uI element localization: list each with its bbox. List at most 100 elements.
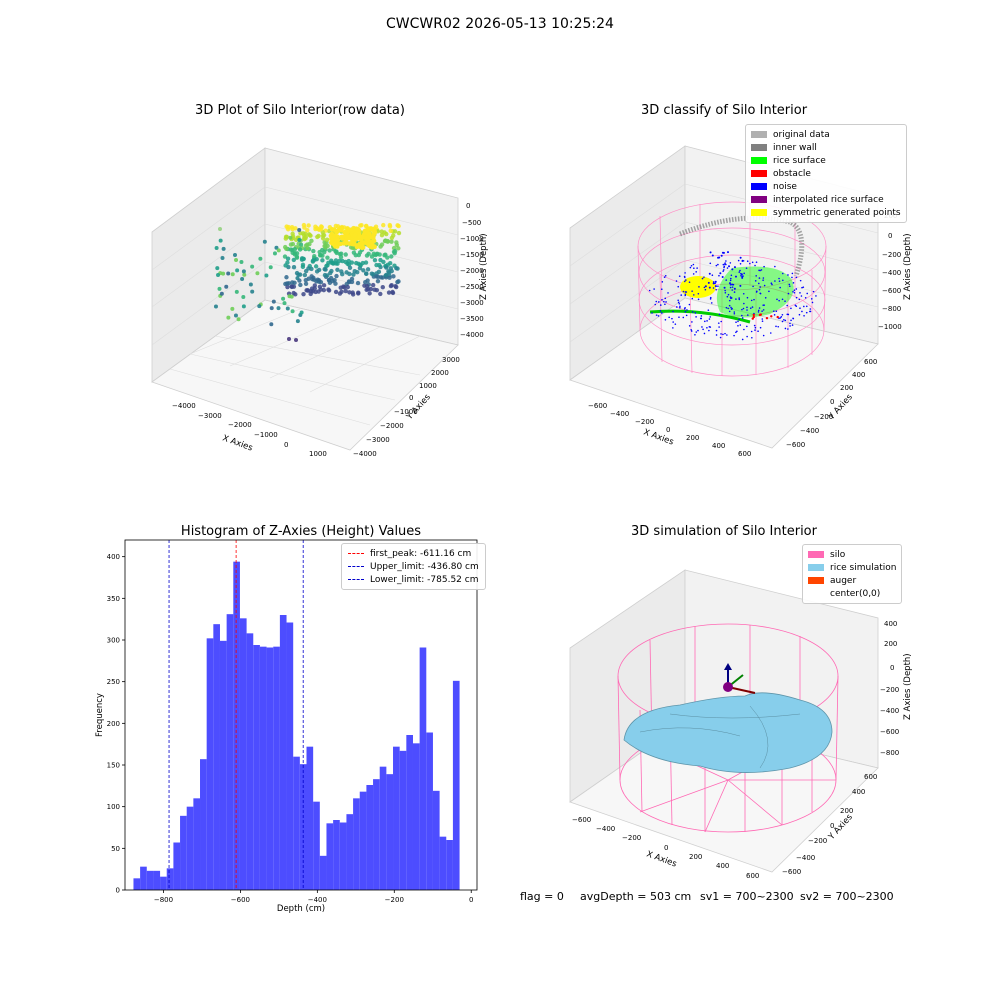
raw-point [303,277,309,283]
raw-point [308,233,313,238]
noise-point [784,327,787,330]
noise-point [810,298,813,300]
noise-point [743,272,745,275]
histogram-bar [259,646,267,890]
noise-point [737,259,740,262]
noise-point [722,270,724,272]
raw-point [391,274,396,279]
histogram-bar [239,618,247,890]
legend-swatch [751,183,767,190]
noise-point [677,285,680,288]
legend-item: auger [808,574,896,587]
raw-point [333,223,339,229]
noise-point [794,304,797,307]
raw-x-tick: 0 [284,441,288,449]
noise-point [735,298,737,300]
raw-point [309,238,314,244]
raw-point [295,276,300,281]
raw-point [346,234,351,239]
legend-swatch [808,551,824,558]
noise-point [683,276,686,278]
simulation-y-ticks: −600 −400 −200 0 200 400 600 [782,773,877,876]
noise-point [784,300,786,302]
noise-point [724,291,727,294]
raw-point [281,296,286,301]
raw-point [290,241,296,247]
noise-point [727,307,729,310]
noise-point [754,264,756,267]
histogram-x-tick-label: −400 [308,896,327,904]
noise-point [791,276,793,279]
noise-point [787,274,789,276]
raw-point [338,254,344,260]
raw-z-ticks: 0 −500 −1000 −1500 −2000 −2500 −3000 −35… [460,202,484,339]
noise-point [770,282,773,285]
noise-point [653,288,655,290]
classify-symmetric-points [680,276,716,298]
noise-point [708,318,711,320]
raw-point [235,268,240,273]
noise-point [773,314,776,316]
noise-point [786,304,788,307]
histogram-bar [293,756,300,890]
raw-point [392,248,398,254]
noise-point [793,291,796,294]
raw-point [337,227,343,232]
raw-point [326,277,332,283]
raw-point [382,253,387,258]
noise-point [712,282,715,285]
raw-point [304,288,309,293]
raw-point [339,289,344,294]
raw-point [356,252,362,258]
noise-point [787,313,790,316]
noise-point [697,298,700,301]
simulation-z-ticks: 400 200 0 −200 −400 −600 −800 [880,620,899,757]
histogram-bar [266,647,274,890]
raw-point [345,261,350,266]
noise-point [729,262,732,264]
raw-point [368,286,374,292]
raw-point [352,232,358,238]
simulation-z-tick: 400 [884,620,897,628]
raw-x-tick: 1000 [309,450,327,458]
raw-point [325,263,330,268]
panel-simulation-3d-plot: −600 −400 −200 0 200 400 600 −600 −400 −… [569,569,913,880]
histogram-x-label: Depth (cm) [277,904,325,914]
raw-point [311,248,316,254]
noise-point [694,312,697,314]
noise-point [762,277,765,279]
histogram-bar [426,732,433,890]
raw-point [334,237,340,243]
raw-point [262,239,267,244]
raw-point [282,254,288,259]
classify-z-tick: −1000 [878,323,902,331]
noise-point [690,264,693,267]
histogram-bar [146,870,154,890]
noise-point [688,303,691,306]
noise-point [784,319,787,322]
raw-point [301,222,307,228]
raw-point [361,268,366,273]
noise-point [703,286,706,289]
raw-point [283,263,288,268]
histogram-bar [406,735,413,890]
simulation-y-tick: 0 [830,822,834,830]
noise-point [774,265,776,268]
raw-x-tick: −4000 [172,402,196,410]
raw-point [394,266,399,271]
raw-point [297,228,302,233]
raw-point [332,278,337,283]
simulation-x-tick: 0 [664,844,668,852]
histogram-y-label: Frequency [95,693,105,737]
raw-point [386,290,392,295]
classify-y-tick: −400 [800,427,819,435]
noise-point [771,283,773,286]
noise-point [715,264,718,267]
raw-point [328,233,334,239]
classify-scatter-points [648,251,817,341]
raw-y-ticks: −4000 −3000 −2000 −1000 0 1000 2000 3000 [353,356,460,458]
noise-point [801,310,803,313]
raw-point [310,258,316,264]
histogram-bar [359,791,367,890]
legend-label: symmetric generated points [773,207,901,218]
